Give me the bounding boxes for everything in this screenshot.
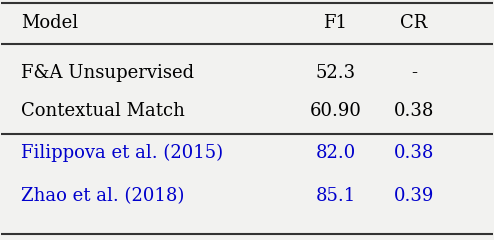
Text: 85.1: 85.1 — [315, 187, 356, 205]
Text: Model: Model — [21, 14, 78, 32]
Text: 0.38: 0.38 — [394, 102, 434, 120]
Text: -: - — [411, 64, 417, 82]
Text: 0.39: 0.39 — [394, 187, 434, 205]
Text: 52.3: 52.3 — [315, 64, 356, 82]
Text: 0.38: 0.38 — [394, 144, 434, 162]
Text: F1: F1 — [324, 14, 347, 32]
Text: 60.90: 60.90 — [309, 102, 361, 120]
Text: Zhao et al. (2018): Zhao et al. (2018) — [21, 187, 184, 205]
Text: Filippova et al. (2015): Filippova et al. (2015) — [21, 144, 223, 162]
Text: CR: CR — [401, 14, 428, 32]
Text: 82.0: 82.0 — [315, 144, 356, 162]
Text: F&A Unsupervised: F&A Unsupervised — [21, 64, 194, 82]
Text: Contextual Match: Contextual Match — [21, 102, 185, 120]
